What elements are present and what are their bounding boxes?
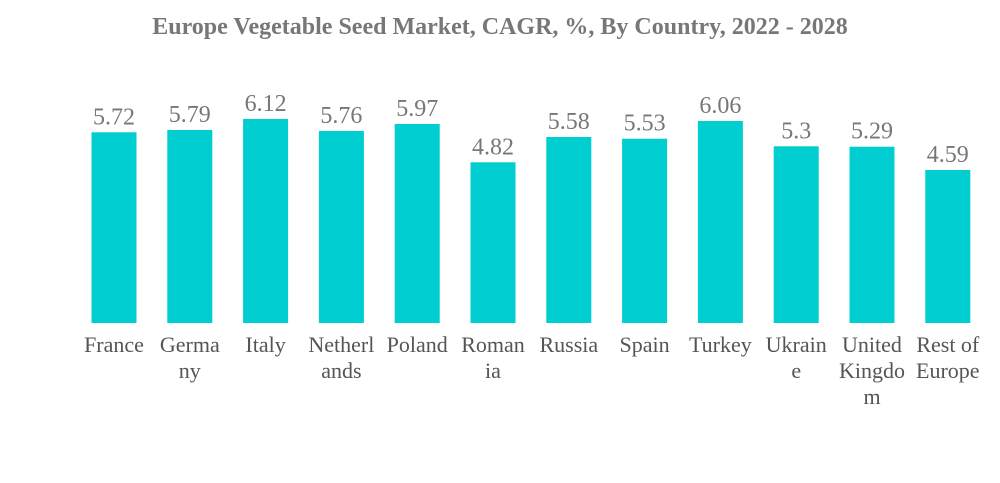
category-labels-group: France Germa ny Italy Netherl ands Poland Roman… [84,332,980,409]
category-label-line: United [842,332,902,357]
bar-turkey [697,121,743,323]
category-label-line: Netherl [308,332,374,357]
category-label: Turkey [689,332,752,357]
category-label-line: Ukrain [766,332,827,357]
category-label-line: Roman [461,332,525,357]
category-label-line: Germa [160,332,220,357]
value-label: 5.58 [548,109,590,135]
value-label: 5.97 [396,96,438,122]
category-label: Netherl ands [308,332,374,383]
category-label: Spain [620,332,670,357]
category-label-line: Poland [387,332,448,357]
category-label: Poland [387,332,448,357]
category-label: Italy [245,332,285,357]
value-label: 5.79 [169,102,211,128]
category-label-line: Italy [245,332,285,357]
category-label: Roman ia [461,332,525,383]
category-label-line: ny [179,358,201,383]
category-label-line: Europe [916,358,980,383]
category-label-line: Spain [620,332,670,357]
bar-poland [394,124,440,323]
bar-rest-of-europe [925,170,971,323]
category-label: Germa ny [160,332,220,383]
category-label: United Kingdo m [839,332,905,409]
category-label-line: e [791,358,801,383]
category-label: France [84,332,144,357]
category-label-line: Turkey [689,332,752,357]
category-label-line: Kingdo [839,358,905,383]
category-label-line: ia [485,358,501,383]
value-label: 5.72 [93,104,135,130]
category-label-line: m [863,384,880,409]
value-label: 5.76 [320,103,362,129]
bar-united-kingdom [849,146,895,323]
value-label: 5.53 [624,111,666,137]
bar-italy [243,119,289,323]
bar-netherlands [318,131,364,323]
category-label-line: ands [321,358,361,383]
bar-romania [470,162,516,323]
chart-title: Europe Vegetable Seed Market, CAGR, %, B… [152,14,848,40]
value-labels-group: 5.72 5.79 6.12 5.76 5.97 4.82 5.58 5.53 6.06 5.3 5… [93,91,969,168]
bar-france [91,132,137,323]
value-label: 5.29 [851,119,893,145]
bar-russia [546,137,592,323]
category-label-line: Rest of [916,332,980,357]
category-label: Rest of Europe [916,332,980,383]
category-label-line: France [84,332,144,357]
value-label: 4.59 [927,142,969,168]
bars-group [91,119,971,323]
category-label: Ukrain e [766,332,827,383]
bar-spain [622,138,668,323]
category-label-line: Russia [539,332,598,357]
bar-ukraine [773,146,819,323]
value-label: 4.82 [472,134,514,160]
category-label: Russia [539,332,598,357]
value-label: 5.3 [781,118,811,144]
value-label: 6.06 [699,93,741,119]
value-label: 6.12 [245,91,287,117]
bar-germany [167,130,213,323]
